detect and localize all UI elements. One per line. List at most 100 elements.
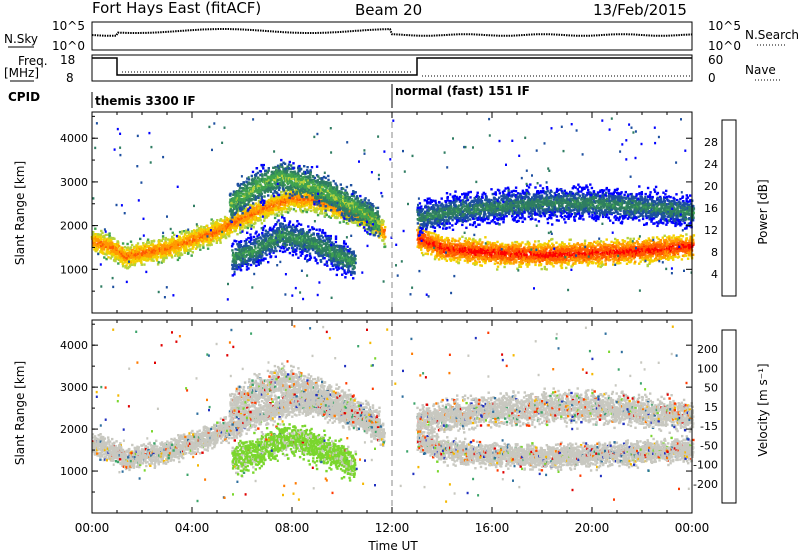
range-cell [147,244,151,248]
range-cell [241,226,244,229]
range-cell [166,252,170,255]
range-cell [255,205,259,208]
range-cell [343,193,347,197]
range-cell [357,222,360,226]
range-cell [236,183,239,186]
range-cell [255,167,259,170]
range-cell [378,236,381,239]
range-cell [212,239,215,243]
range-cell [285,189,288,192]
range-cell [345,216,348,219]
range-cell [185,248,188,251]
range-cell [281,196,284,199]
cpid-segment-1: themis 3300 IF [95,95,196,107]
range-cell [298,203,301,206]
range-cell [308,205,312,209]
range-cell [262,167,265,170]
range-cell [213,236,216,240]
range-cell [102,243,105,246]
range-cell [371,219,374,222]
range-cell [183,241,186,244]
range-cell [335,198,339,202]
range-cell [203,233,207,236]
range-cell [320,201,323,205]
range-cell [187,249,190,252]
range-cell [207,233,211,236]
range-cell [332,213,336,217]
range-cell [255,206,259,209]
range-cell [239,225,243,228]
range-cell [286,211,290,214]
range-cell [260,192,263,195]
range-cell [155,259,159,262]
range-cell [245,254,249,257]
range-cell [91,243,95,247]
range-cell [96,238,99,241]
range-cell [103,236,106,239]
range-cell [253,206,256,209]
range-cell [177,243,180,246]
range-cell [334,215,337,219]
range-cell [260,195,264,198]
range-cell [264,205,268,208]
range-cell [213,225,216,229]
x-axis-label: Time UT [368,540,417,552]
range-cell [314,200,318,203]
range-cell [276,178,279,182]
range-cell [229,228,232,231]
range-cell [232,217,236,221]
range-cell [307,202,311,206]
range-cell [127,252,130,256]
range-cell [151,247,155,250]
range-cell [185,242,188,245]
range-cell [260,201,263,204]
range-cell [222,224,225,228]
range-cell [91,245,94,248]
range-cell [112,246,115,250]
range-cell [204,231,207,234]
range-cell [136,253,140,256]
range-cell [154,245,157,248]
range-cell [179,238,183,241]
range-cell [267,214,270,217]
range-cell [228,234,231,238]
range-cell [359,203,362,206]
range-cell [109,249,113,252]
range-cell [371,231,374,235]
range-cell [184,245,187,248]
range-cell [206,247,210,250]
range-cell [259,198,262,201]
range-cell [329,216,332,219]
range-cell [310,166,314,169]
range-cell [144,250,148,254]
range-cell [100,241,103,244]
range-cell [346,222,350,225]
range-cell [232,224,235,228]
range-cell [175,242,179,246]
range-cell [282,187,285,190]
range-cell [134,250,137,254]
range-cell [302,202,306,206]
range-cell [93,242,97,245]
range-cell [239,228,242,231]
range-cell [294,189,297,193]
range-cell [124,250,127,253]
nsky-tick-high: 10^5 [52,20,85,32]
range-cell [273,176,276,180]
range-cell [330,209,333,212]
range-cell [271,208,274,211]
range-cell [319,204,322,207]
range-cell [328,209,331,212]
range-cell [216,219,219,222]
range-cell [259,204,263,208]
range-cell [197,230,201,233]
range-cell [204,235,207,238]
range-cell [103,244,106,248]
range-cell [384,235,387,239]
range-cell [215,231,219,235]
range-cell [203,240,207,243]
range-cell [297,196,300,199]
range-cell [193,236,197,239]
range-cell [209,226,213,230]
range-cell [272,192,275,195]
